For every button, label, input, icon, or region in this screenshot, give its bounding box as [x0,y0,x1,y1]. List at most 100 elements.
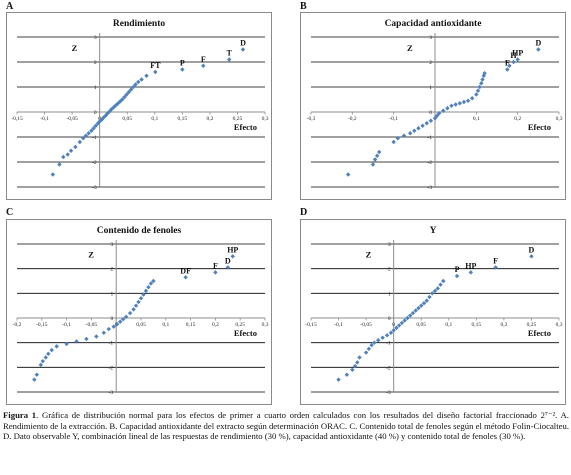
chart-title: Rendimiento [113,19,166,29]
data-point [97,119,102,124]
caption-label: Figura 1 [3,410,37,420]
data-point [54,344,59,349]
x-tick-label: -0,05 [86,322,98,328]
x-tick-label: -0,15 [36,322,48,328]
y-tick-label: 1 [110,291,113,297]
chart-title: Y [430,226,437,236]
data-point [410,310,416,316]
data-point [38,362,44,368]
data-point [61,154,66,160]
data-point [64,341,69,347]
data-point [122,94,127,100]
effect-annotation: F [213,261,218,270]
x-tick-label: 0,15 [186,322,196,328]
effect-annotation: F [493,256,498,265]
data-point [507,63,512,68]
data-point [131,307,136,312]
data-point [46,351,51,356]
data-point [435,286,440,291]
data-point [138,296,144,301]
y-tick-label: -3 [386,390,391,396]
data-point [470,96,475,101]
data-point [230,254,235,259]
data-point [101,330,106,335]
data-point [366,346,372,352]
data-point [391,139,396,145]
data-point [388,330,394,335]
data-point [405,315,410,321]
data-point [536,47,541,52]
data-point [84,336,89,342]
data-point [384,333,390,338]
x-tick-label: 0,25 [235,322,245,328]
effect-annotation: D [225,256,231,265]
data-point [430,291,435,296]
x-tick-label: 0,05 [416,322,426,328]
data-point [355,360,360,365]
x-tick-label: 0,3 [556,322,563,328]
data-point [106,326,111,332]
effect-annotation: HP [465,261,476,270]
data-point [453,102,458,107]
y-tick-label: 2 [94,60,97,66]
effect-annotation: D [529,245,535,254]
data-point [144,73,149,78]
data-point [468,270,474,275]
x-tick-label: 0 [392,322,395,328]
data-point [226,57,232,62]
data-point [117,319,123,324]
data-point [143,288,149,294]
data-point [99,117,105,122]
y-tick-label: -2 [427,160,432,166]
y-tick-label: -3 [92,185,97,191]
y-tick-label: 3 [94,35,97,41]
x-axis-label: Efecto [234,328,257,338]
y-tick-label: 2 [388,267,391,273]
data-point [114,321,120,327]
x-tick-label: -0,05 [66,116,78,122]
x-tick-label: 0,2 [212,322,219,328]
x-axis-label: Efecto [528,122,551,132]
effect-annotation: P [455,265,460,274]
data-point [374,153,380,158]
data-point [402,318,407,323]
x-axis-label: Efecto [234,122,257,132]
data-point [344,372,350,377]
data-point [395,136,400,141]
data-point [421,301,427,306]
data-point [151,278,156,284]
data-point [479,81,484,86]
y-tick-label: 1 [429,85,432,91]
effect-annotation: F [505,59,510,68]
y-axis-label: Z [72,43,78,53]
data-point [438,282,443,287]
y-tick-label: -3 [109,390,114,396]
data-point [124,92,129,97]
x-tick-label: 0,3 [262,116,269,122]
data-point [420,123,425,128]
effect-annotation: T [227,49,233,58]
data-point [427,294,432,300]
data-point [391,328,396,333]
y-tick-label: 2 [110,267,113,273]
x-tick-label: -0,1 [389,116,398,122]
data-point [201,63,206,68]
data-point [408,131,413,136]
effect-annotation: D [240,39,246,48]
chart-svg: Y -0,15 -0,1 -0,05 0 0,05 0,1 0,15 0,2 0,25 0,3 -3 -… [305,226,563,396]
panel-letter-d: D [300,207,308,218]
data-point [480,77,485,82]
data-point [49,347,54,353]
y-tick-label: -1 [92,135,97,141]
data-point [73,144,78,150]
y-tick-label: 1 [388,291,391,297]
x-tick-label: 0,15 [472,322,482,328]
data-point [40,358,45,364]
x-tick-label: 0,15 [178,116,188,122]
effect-annotation: D [535,39,541,48]
x-tick-label: 0,1 [473,116,480,122]
chart-svg: Rendimiento -0,15 -0,1 -0,05 0 0,05 0,1 0,15 0,2… [11,19,269,191]
effect-annotation: H [510,51,517,60]
x-tick-label: 0,1 [162,322,169,328]
data-point [370,162,376,167]
